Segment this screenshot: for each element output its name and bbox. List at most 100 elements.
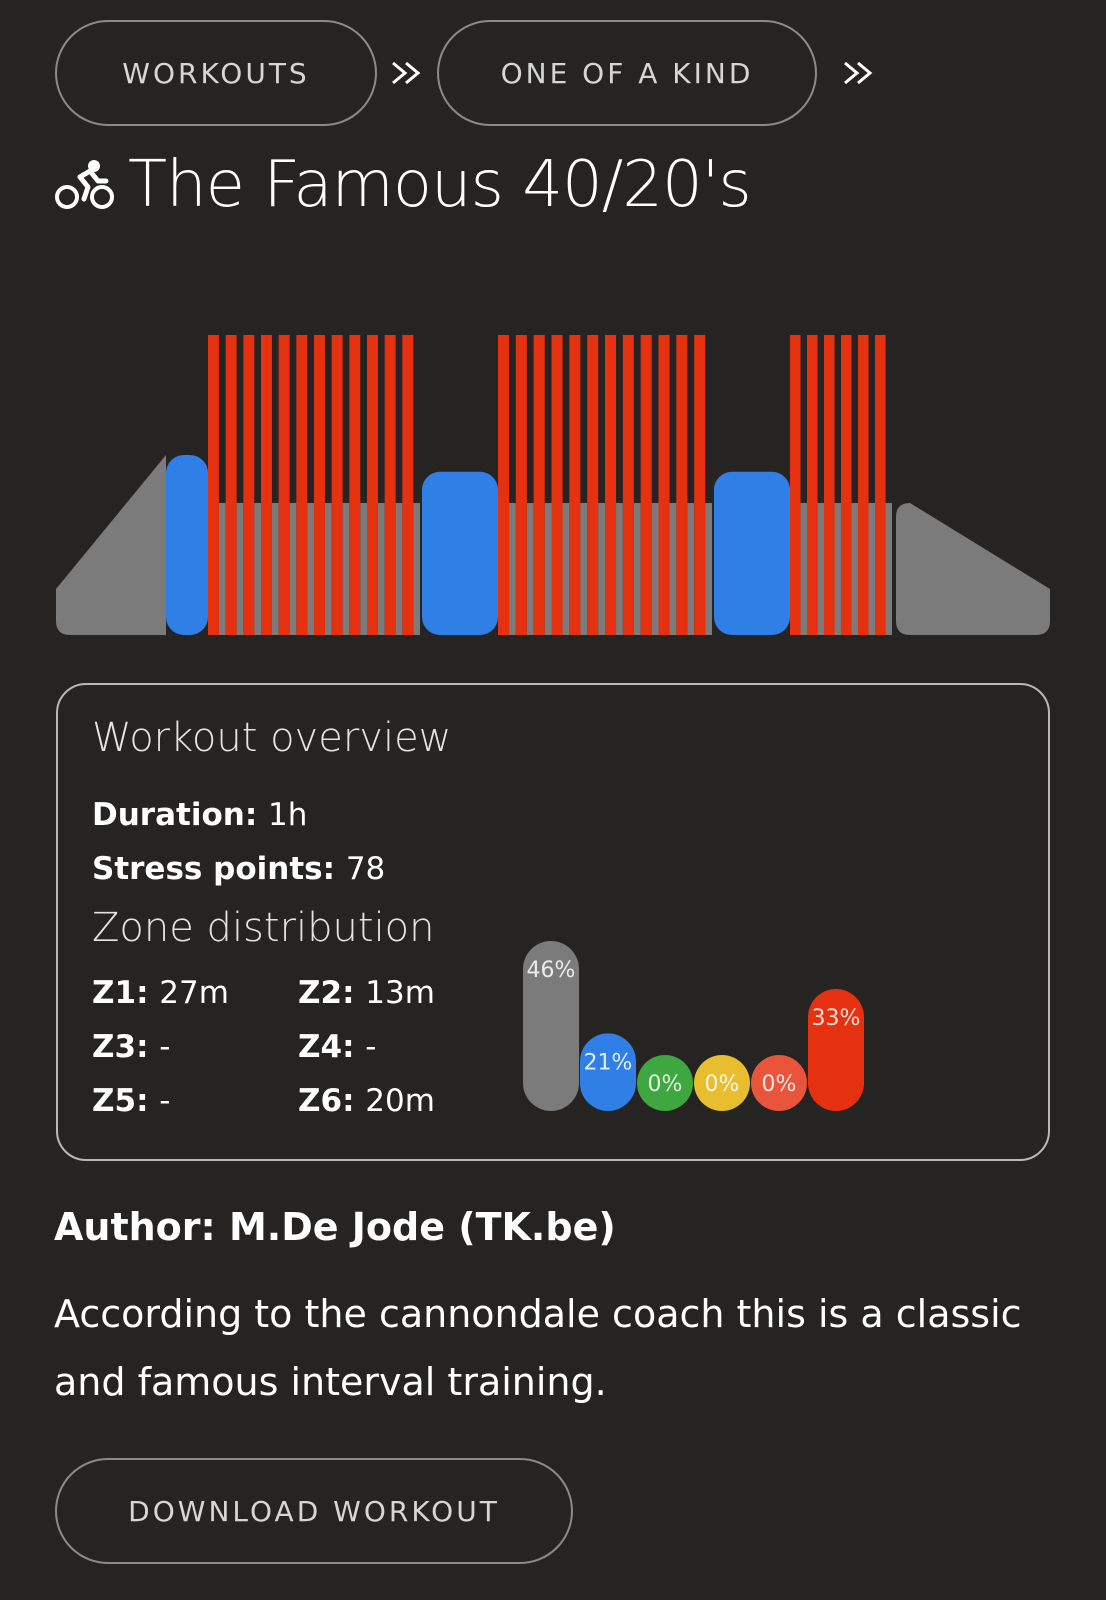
overview-heading: Workout overview	[92, 715, 451, 761]
breadcrumb-one-of-a-kind-button[interactable]: ONE OF A KIND	[437, 20, 817, 126]
zone-bar-label: 0%	[705, 1072, 740, 1097]
profile-interval-off	[219, 503, 226, 635]
profile-interval-off	[545, 503, 552, 635]
cyclist-icon	[54, 159, 116, 211]
zone-distribution-chart: 46% 21% 0% 0% 0% 33%	[523, 937, 883, 1117]
zone-z1: Z1: 27m	[92, 975, 229, 1011]
zone-bar-label: 46%	[527, 958, 576, 983]
zone-z5: Z5: -	[92, 1083, 170, 1119]
profile-recovery-block	[166, 455, 208, 635]
profile-interval-on	[694, 335, 705, 635]
profile-interval-off	[580, 503, 587, 635]
stress-points-stat: Stress points: 78	[92, 851, 385, 887]
profile-interval-on	[226, 335, 237, 635]
profile-interval-on	[296, 335, 307, 635]
zone-z3: Z3: -	[92, 1029, 170, 1065]
workout-overview-card: Workout overview Duration: 1h Stress poi…	[56, 683, 1050, 1161]
profile-interval-on	[807, 335, 818, 635]
double-chevron-right-icon	[829, 20, 889, 126]
profile-interval-on	[605, 335, 616, 635]
zone-z5-label: Z5	[92, 1083, 136, 1119]
page-title: The Famous 40/20's	[54, 145, 751, 225]
profile-interval-on	[875, 335, 886, 635]
duration-stat: Duration: 1h	[92, 797, 307, 833]
profile-interval-on	[332, 335, 343, 635]
profile-recovery-block	[422, 472, 498, 635]
profile-interval-on	[314, 335, 325, 635]
profile-interval-off	[801, 503, 807, 635]
profile-interval-on	[676, 335, 687, 635]
zone-bar-label: 0%	[762, 1072, 797, 1097]
profile-ramp	[896, 503, 1050, 635]
profile-interval-off	[852, 503, 858, 635]
profile-interval-on	[385, 335, 396, 635]
profile-interval-on	[659, 335, 670, 635]
profile-interval-off	[670, 503, 677, 635]
profile-interval-off	[687, 503, 694, 635]
zone-z3-value: -	[159, 1029, 170, 1065]
zone-z2-label: Z2	[298, 975, 342, 1011]
profile-interval-off	[705, 503, 712, 635]
profile-interval-off	[343, 503, 350, 635]
workout-description: According to the cannondale coach this i…	[54, 1280, 1044, 1416]
profile-interval-on	[623, 335, 634, 635]
profile-interval-on	[858, 335, 869, 635]
zone-z5-value: -	[159, 1083, 170, 1119]
profile-interval-off	[835, 503, 841, 635]
download-workout-button[interactable]: DOWNLOAD WORKOUT	[55, 1458, 573, 1564]
zone-z1-value: 27m	[159, 975, 229, 1011]
breadcrumb-workouts-button[interactable]: WORKOUTS	[55, 20, 377, 126]
profile-interval-on	[279, 335, 290, 635]
profile-interval-off	[254, 503, 261, 635]
profile-interval-on	[349, 335, 360, 635]
profile-interval-off	[616, 503, 623, 635]
author-line: Author: M.De Jode (TK.be)	[54, 1205, 616, 1249]
profile-interval-off	[307, 503, 314, 635]
profile-interval-on	[402, 335, 413, 635]
profile-interval-off	[360, 503, 367, 635]
zone-z2: Z2: 13m	[298, 975, 435, 1011]
profile-interval-on	[587, 335, 598, 635]
profile-interval-on	[534, 335, 545, 635]
profile-interval-on	[641, 335, 652, 635]
profile-interval-off	[818, 503, 824, 635]
workout-title: The Famous 40/20's	[128, 148, 751, 222]
profile-interval-off	[869, 503, 875, 635]
profile-interval-off	[237, 503, 244, 635]
duration-value: 1h	[268, 797, 307, 833]
profile-interval-on	[367, 335, 378, 635]
profile-interval-on	[516, 335, 527, 635]
zone-distribution-heading: Zone distribution	[92, 905, 435, 951]
profile-interval-off	[413, 503, 420, 635]
profile-interval-off	[509, 503, 516, 635]
profile-interval-on	[498, 335, 509, 635]
zone-bar-label: 33%	[812, 1006, 861, 1031]
profile-interval-off	[634, 503, 641, 635]
double-chevron-right-icon	[377, 20, 437, 126]
profile-interval-on	[569, 335, 580, 635]
profile-interval-off	[290, 503, 297, 635]
zone-bar-label: 0%	[648, 1072, 683, 1097]
profile-interval-on	[841, 335, 852, 635]
zone-z2-value: 13m	[365, 975, 435, 1011]
profile-interval-off	[325, 503, 332, 635]
profile-ramp	[56, 455, 166, 635]
zone-z6-label: Z6	[298, 1083, 342, 1119]
stress-points-label: Stress points	[92, 851, 323, 887]
profile-interval-on	[552, 335, 563, 635]
profile-interval-off	[378, 503, 385, 635]
zone-z1-label: Z1	[92, 975, 136, 1011]
profile-interval-off	[527, 503, 534, 635]
zone-z4-label: Z4	[298, 1029, 342, 1065]
duration-label: Duration	[92, 797, 245, 833]
profile-interval-on	[208, 335, 219, 635]
profile-interval-off	[886, 503, 892, 635]
profile-interval-on	[243, 335, 254, 635]
profile-interval-off	[396, 503, 403, 635]
zone-z4-value: -	[365, 1029, 376, 1065]
profile-interval-on	[824, 335, 835, 635]
profile-interval-off	[563, 503, 570, 635]
breadcrumb: WORKOUTS ONE OF A KIND	[55, 20, 889, 126]
workout-profile-chart	[0, 300, 1106, 640]
